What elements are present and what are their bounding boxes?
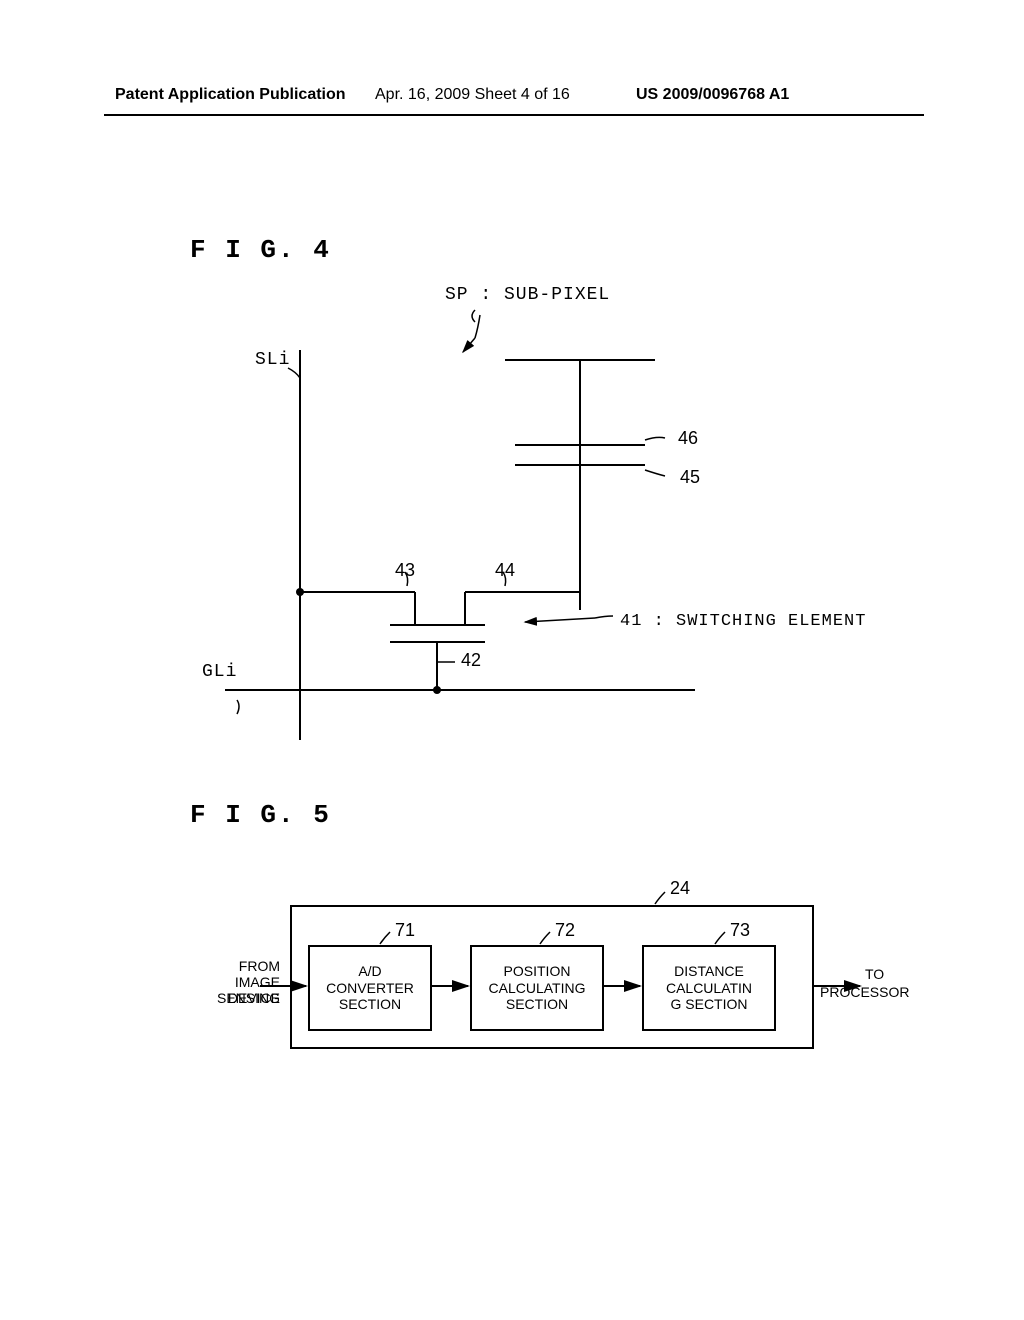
fig4-sli-label: SLi <box>255 350 290 370</box>
fig5-title: F I G. 5 <box>190 800 331 830</box>
fig4-label-42: 42 <box>461 650 481 671</box>
fig4-label-41: 41 : SWITCHING ELEMENT <box>620 612 866 631</box>
fig5-label-72: 72 <box>555 920 575 941</box>
header-right: US 2009/0096768 A1 <box>636 86 789 104</box>
fig4-label-43: 43 <box>395 560 415 581</box>
fig4-label-45: 45 <box>680 467 700 488</box>
header-left: Patent Application Publication <box>115 86 346 104</box>
page: Patent Application Publication Apr. 16, … <box>0 0 1024 1320</box>
fig4-title: F I G. 4 <box>190 235 331 265</box>
fig5-in-l3: DEVICE <box>210 990 280 1006</box>
fig4-label-44: 44 <box>495 560 515 581</box>
fig5-in-l1: FROM <box>220 958 280 974</box>
header-mid: Apr. 16, 2009 Sheet 4 of 16 <box>375 86 570 104</box>
fig4-sp-label: SP : SUB-PIXEL <box>445 285 610 305</box>
fig5-label-24: 24 <box>670 878 690 899</box>
fig5-label-73: 73 <box>730 920 750 941</box>
fig4-label-46: 46 <box>678 428 698 449</box>
fig4-gli-label: GLi <box>202 662 237 682</box>
header-rule <box>104 114 924 116</box>
fig5-label-71: 71 <box>395 920 415 941</box>
fig5-out-l1: TO <box>865 966 884 982</box>
fig5-out-l2: PROCESSOR <box>820 984 909 1000</box>
